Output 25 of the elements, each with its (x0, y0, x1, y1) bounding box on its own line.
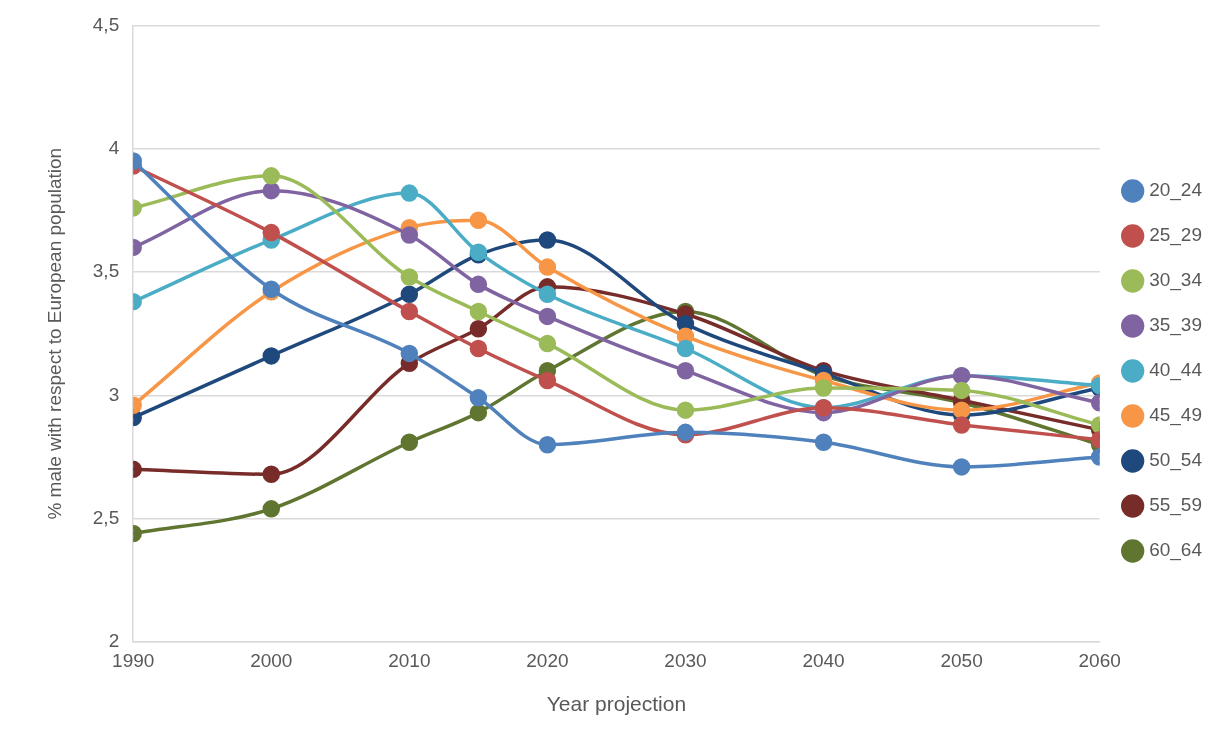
x-tick-label: 2050 (940, 649, 983, 671)
legend-label: 35_39 (1149, 314, 1203, 337)
legend-label: 25_29 (1149, 224, 1203, 247)
legend-label: 50_54 (1149, 449, 1203, 472)
y-tick-label: 3 (108, 383, 120, 405)
legend-label: 30_34 (1149, 269, 1203, 292)
y-axis-title: % male with respect to European population (43, 147, 65, 520)
legend-label: 20_24 (1149, 179, 1203, 202)
y-tick-label: 2,5 (92, 506, 120, 528)
legend-label: 55_59 (1149, 494, 1203, 517)
x-tick-label: 2030 (664, 649, 707, 671)
x-tick-label: 2060 (1078, 649, 1121, 671)
x-tick-label: 2040 (802, 649, 845, 671)
legend-label: 40_44 (1149, 359, 1203, 382)
y-tick-label: 4 (108, 136, 120, 158)
y-tick-label: 4,5 (92, 13, 120, 35)
x-tick-label: 2020 (526, 649, 569, 671)
x-tick-label: 2000 (250, 649, 293, 671)
y-tick-label: 2 (108, 630, 120, 652)
y-tick-label: 3,5 (92, 260, 120, 282)
x-axis-title: Year projection (546, 692, 687, 716)
x-tick-label: 2010 (388, 649, 431, 671)
legend-label: 45_49 (1149, 404, 1203, 427)
x-tick-label: 1990 (112, 649, 155, 671)
legend-label: 60_64 (1149, 539, 1203, 562)
